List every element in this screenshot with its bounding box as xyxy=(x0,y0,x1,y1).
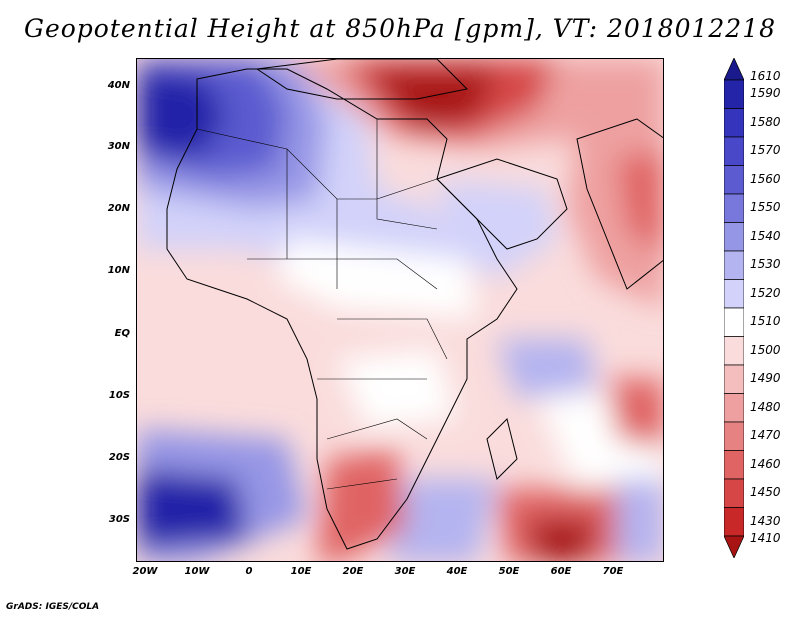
colorbar-label: 1450 xyxy=(750,485,781,500)
lat-label: 10N xyxy=(107,265,130,276)
lon-label: 10E xyxy=(290,566,312,577)
colorbar-label: 1480 xyxy=(750,399,781,414)
colorbar-label: 1410 xyxy=(750,531,781,545)
colorbar-swatch xyxy=(724,279,744,309)
colorbar-label: 1570 xyxy=(750,143,781,158)
colorbar-swatch xyxy=(724,336,744,366)
colorbar-swatch xyxy=(724,307,744,337)
lon-label: 70E xyxy=(602,566,624,577)
colorbar-label: 1500 xyxy=(750,342,781,357)
lon-label: 20E xyxy=(342,566,364,577)
lon-label: 10W xyxy=(184,566,210,577)
colorbar-swatch xyxy=(724,450,744,480)
lon-label: 0 xyxy=(245,566,253,577)
footer-credit: GrADS: IGES/COLA xyxy=(6,602,100,612)
colorbar-label: 1540 xyxy=(750,228,781,243)
colorbar-swatch xyxy=(724,108,744,138)
india-coastline xyxy=(576,118,663,290)
colorbar-label: 1560 xyxy=(750,171,781,186)
madagascar-coastline xyxy=(486,418,518,480)
colorbar-label: 1470 xyxy=(750,428,781,443)
colorbar-swatch xyxy=(724,478,744,508)
colorbar-swatch xyxy=(724,507,744,537)
map-title: Geopotential Height at 850hPa [gpm], VT:… xyxy=(23,14,777,43)
colorbar-label: 1520 xyxy=(750,285,781,300)
lat-label: 40N xyxy=(107,80,130,91)
colorbar-swatch xyxy=(724,535,744,558)
colorbar-label: 1490 xyxy=(750,371,781,386)
europe-coastline xyxy=(255,59,469,100)
colorbar-swatch xyxy=(724,222,744,252)
colorbar-swatch xyxy=(724,136,744,166)
colorbar-swatch xyxy=(724,421,744,451)
colorbar-label: 1460 xyxy=(750,456,781,471)
lon-label: 50E xyxy=(498,566,520,577)
colorbar-label: 1590 xyxy=(750,86,781,101)
colorbar-label: 1610 xyxy=(750,69,781,83)
lat-label: 20N xyxy=(107,203,130,214)
lon-label: 20W xyxy=(132,566,158,577)
colorbar-swatch xyxy=(724,165,744,195)
colorbar-swatch xyxy=(724,79,744,109)
coastlines xyxy=(166,59,663,550)
colorbar-swatch xyxy=(724,250,744,280)
country-borders xyxy=(196,119,448,490)
colorbar-swatch xyxy=(724,393,744,423)
lat-label: 30S xyxy=(108,514,130,525)
colorbar xyxy=(724,58,744,558)
arabia-coastline xyxy=(436,158,568,250)
colorbar-label: 1550 xyxy=(750,200,781,215)
geopotential-map xyxy=(136,58,664,562)
colorbar-label: 1510 xyxy=(750,314,781,329)
colorbar-label: 1580 xyxy=(750,114,781,129)
colorbar-swatch xyxy=(724,364,744,394)
africa-coastline xyxy=(166,68,518,550)
colorbar-swatch xyxy=(724,58,744,81)
lat-label: 10S xyxy=(108,390,130,401)
lat-label: EQ xyxy=(114,328,130,339)
contour-field xyxy=(137,59,663,561)
colorbar-label: 1430 xyxy=(750,513,781,528)
lon-label: 60E xyxy=(550,566,572,577)
colorbar-swatch xyxy=(724,193,744,223)
lon-label: 40E xyxy=(446,566,468,577)
lat-label: 20S xyxy=(108,452,130,463)
lat-label: 30N xyxy=(107,141,130,152)
colorbar-label: 1530 xyxy=(750,257,781,272)
lon-label: 30E xyxy=(394,566,416,577)
map-canvas xyxy=(137,59,663,561)
